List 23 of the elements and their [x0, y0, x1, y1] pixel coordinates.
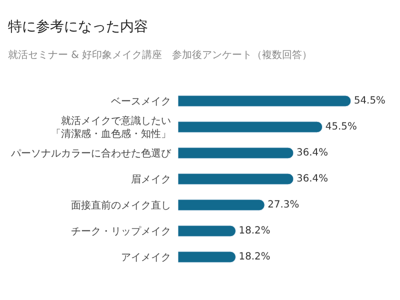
chart-title: 特に参考になった内容 — [8, 18, 148, 35]
bar — [178, 199, 265, 211]
y-tick-label: 眉メイク — [131, 174, 171, 186]
y-tick-label: チーク・リップメイク — [71, 226, 171, 238]
data-label: 45.5% — [325, 121, 357, 132]
bar — [178, 95, 352, 107]
bar — [178, 173, 294, 185]
bar — [178, 147, 294, 159]
y-tick-label: 面接直前のメイク直し — [71, 200, 171, 212]
y-tick-label: ベースメイク — [111, 96, 171, 108]
data-label: 54.5% — [354, 95, 386, 106]
data-label: 36.4% — [296, 147, 328, 158]
bar — [178, 225, 236, 237]
y-tick-label: パーソナルカラーに合わせた色選び — [10, 148, 172, 160]
y-tick-label: アイメイク — [121, 252, 171, 264]
bar — [178, 121, 323, 133]
bar — [178, 251, 236, 263]
y-tick-label: 就活メイクで意識したい「清潔感・血色感・知性」 — [51, 115, 171, 140]
data-label: 18.2% — [238, 251, 270, 262]
data-label: 27.3% — [268, 199, 300, 210]
data-label: 36.4% — [296, 173, 328, 184]
chart-subtitle: 就活セミナー & 好印象メイク講座 参加後アンケート（複数回答） — [8, 48, 312, 61]
data-label: 18.2% — [238, 225, 270, 236]
